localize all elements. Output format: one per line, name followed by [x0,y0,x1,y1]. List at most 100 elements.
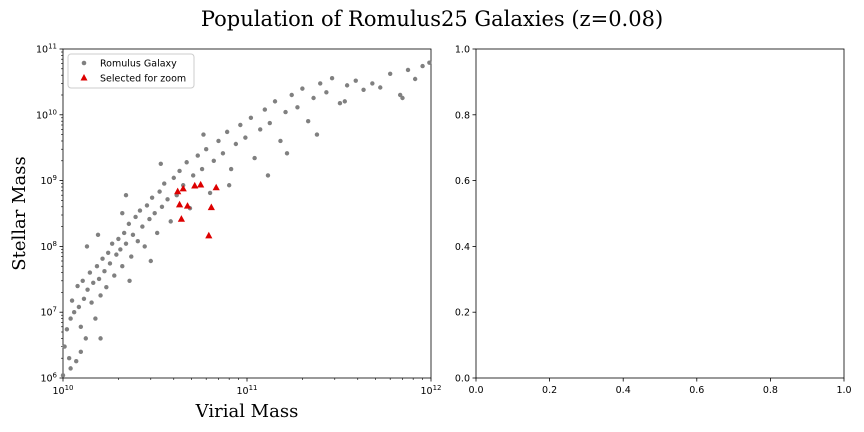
galaxy-point [140,224,145,229]
galaxy-point [78,349,84,355]
galaxy-point [94,264,100,269]
left-x-axis-label: Virial Mass [195,401,299,422]
right-x-ticks: 0.0 0.2 0.4 0.6 0.8 1.0 [468,378,852,396]
galaxy-point [324,90,329,95]
galaxy-point [126,221,132,227]
selected-point [174,187,182,195]
y-tick-label: 109 [40,174,57,187]
y-tick-label: 107 [40,306,57,319]
galaxy-point [149,195,155,200]
left-y-axis-label: Stellar Mass [9,156,30,270]
y-tick-label: 0.2 [455,308,470,319]
x-tick-label: 1010 [52,384,73,397]
galaxy-point [162,181,167,186]
galaxy-point [68,366,73,371]
galaxy-point [68,316,73,321]
galaxy-point [283,109,288,115]
galaxy-point [152,210,157,216]
galaxy-point [228,166,234,172]
galaxy-point [69,298,75,303]
galaxy-point [190,173,196,178]
legend-label-romulus: Romulus Galaxy [100,59,177,70]
galaxy-point [75,283,80,289]
galaxy-point [265,173,271,178]
selected-point [207,203,215,211]
galaxy-point [258,127,263,132]
galaxy-point [427,60,432,65]
galaxy-point [76,304,82,310]
legend: Romulus Galaxy Selected for zoom [67,53,195,89]
legend-marker-romulus [81,60,87,66]
galaxy-point [120,264,125,269]
galaxy-point [66,355,72,361]
galaxy-point [344,83,350,88]
left-plot-area [62,48,432,379]
galaxy-point [96,276,102,282]
galaxy-point [137,208,143,213]
galaxy-point [284,151,290,156]
left-x-ticks: 1010 1011 1012 [52,378,442,397]
galaxy-point [199,166,205,172]
galaxy-point [342,99,347,104]
galaxy-point [144,203,150,208]
galaxy-point [121,230,127,236]
galaxy-point [85,287,90,292]
galaxy-point [100,256,105,261]
right-y-ticks: 0.0 0.2 0.4 0.6 0.8 1.0 [455,45,476,385]
galaxy-point [171,175,176,181]
left-y-ticks: 106 107 108 109 1010 1011 [36,43,63,385]
x-tick-label: 0.4 [616,385,631,396]
y-tick-label: 0.4 [455,242,470,253]
galaxy-point [91,280,96,285]
galaxy-point [89,300,94,305]
galaxy-point [207,190,213,196]
galaxy-point [123,241,129,246]
galaxy-point [252,155,257,161]
legend-marker-selected [80,74,88,81]
galaxy-point [64,327,70,332]
y-tick-label: 1.0 [455,45,470,56]
galaxy-point [78,324,84,329]
galaxy-point [370,81,375,86]
x-tick-label: 0.0 [468,385,483,396]
left-minor-ticks [61,51,423,380]
x-tick-label: 1011 [236,384,257,397]
selected-point [205,231,213,239]
galaxy-point [248,115,254,121]
galaxy-point [120,210,125,216]
galaxy-point [420,63,425,69]
x-tick-label: 0.2 [542,385,557,396]
galaxy-point [157,189,162,194]
galaxy-point [177,168,182,174]
galaxy-point [109,241,115,246]
galaxy-point [397,92,403,98]
galaxy-point [71,310,77,315]
galaxy-point [83,336,88,341]
y-tick-label: 1011 [36,43,57,56]
legend-box [67,53,195,89]
x-tick-label: 1.0 [836,385,851,396]
y-tick-label: 0.8 [455,110,470,121]
left-data-points [60,60,432,378]
legend-label-selected: Selected for zoom [100,74,186,85]
x-tick-label: 0.8 [763,385,778,396]
galaxy-point [93,316,98,321]
selected-point [183,202,192,209]
galaxy-point [148,258,153,264]
galaxy-point [112,273,117,278]
galaxy-point [295,105,300,110]
galaxy-point [87,270,93,275]
galaxy-point [104,284,109,290]
galaxy-point [238,122,243,128]
galaxy-point [133,214,138,220]
galaxy-point [201,132,206,137]
galaxy-point [165,197,170,202]
galaxy-point [405,67,411,73]
y-tick-label: 1010 [36,108,57,121]
galaxy-point [353,78,358,83]
galaxy-point [211,158,216,163]
right-axes: 0.0 0.2 0.4 0.6 0.8 1.0 0.0 0.2 0.4 0.6 0.8 1.0 [455,45,852,397]
selected-point [179,184,187,192]
galaxy-point [272,99,278,104]
galaxy-point [95,232,101,238]
